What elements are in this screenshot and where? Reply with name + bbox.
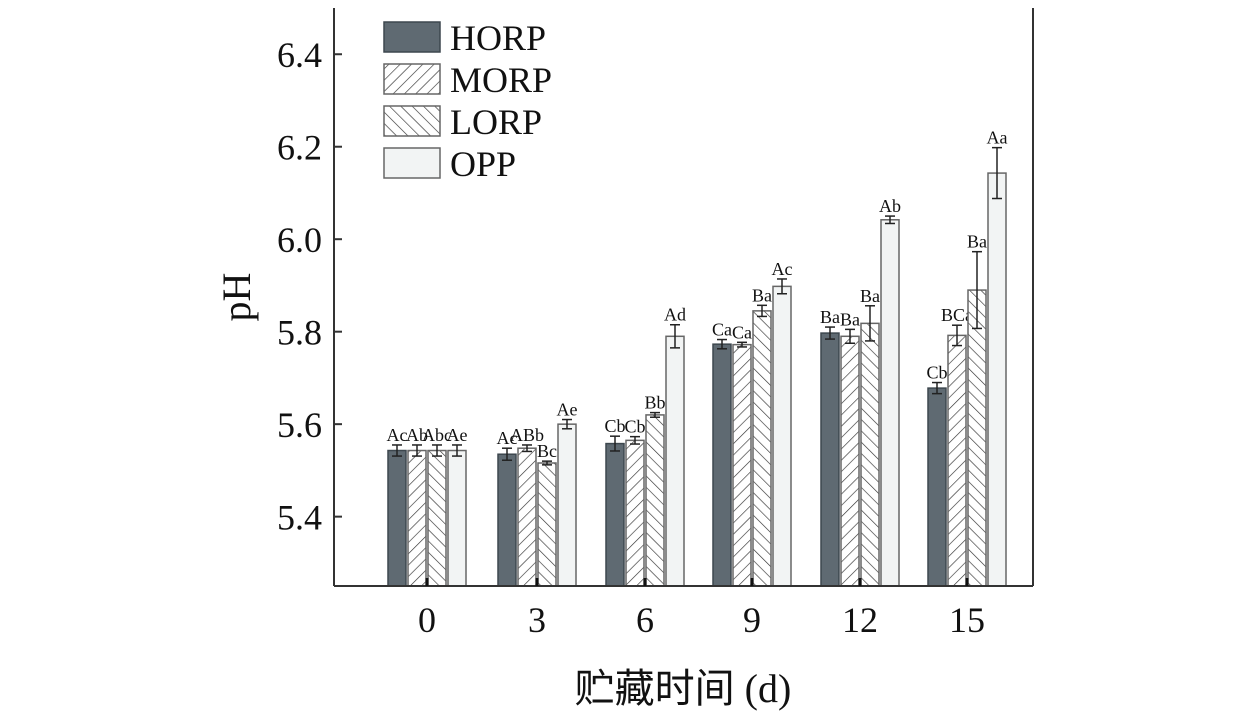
bar-morp [625, 439, 645, 587]
bar-lorp [427, 449, 447, 587]
significance-label: Ac [772, 259, 793, 279]
legend-label: LORP [450, 102, 542, 142]
bar-opp [447, 449, 467, 587]
bar-opp [557, 423, 577, 587]
significance-label: Bb [644, 393, 665, 413]
significance-label: Ba [840, 309, 860, 329]
bar-horp [605, 442, 625, 587]
y-tick-label: 6.2 [277, 128, 322, 168]
significance-label: Ab [879, 196, 901, 216]
x-tick-label: 15 [949, 600, 985, 640]
x-axis-label: 贮藏时间 (d) [575, 666, 792, 711]
significance-label: Cb [926, 363, 947, 383]
x-tick-label: 0 [418, 600, 436, 640]
significance-label: Ab [406, 425, 428, 445]
x-tick-label: 6 [636, 600, 654, 640]
y-tick-label: 6.0 [277, 220, 322, 260]
significance-label: Cb [624, 417, 645, 437]
significance-label: Ca [732, 322, 752, 342]
significance-label: Ae [447, 425, 468, 445]
significance-label: Ba [860, 286, 880, 306]
y-tick-label: 5.4 [277, 498, 322, 538]
significance-label: BCa [941, 305, 973, 325]
x-tick-label: 12 [842, 600, 878, 640]
bar-lorp [537, 462, 557, 587]
x-tick-label: 9 [743, 600, 761, 640]
legend-swatch-horp [383, 21, 441, 53]
x-tick-label: 3 [528, 600, 546, 640]
legend-label: HORP [450, 18, 546, 58]
bar-horp [387, 449, 407, 587]
bar-morp [732, 343, 752, 587]
significance-label: Ca [712, 320, 732, 340]
bar-opp [665, 335, 685, 587]
bar-horp [820, 332, 840, 587]
significance-label: Ac [387, 425, 408, 445]
bar-morp [517, 447, 537, 587]
significance-label: Ba [752, 285, 772, 305]
bar-horp [497, 453, 517, 587]
bar-lorp [860, 322, 880, 587]
legend-label: OPP [450, 144, 516, 184]
legend-swatch-lorp [383, 105, 441, 137]
bar-lorp [752, 310, 772, 587]
x-ticks: 0 3 6 9 12 15 [418, 578, 985, 640]
significance-label: Ac [497, 428, 518, 448]
significance-label: ABb [510, 425, 544, 445]
bar-morp [947, 334, 967, 587]
significance-label: Ba [820, 307, 840, 327]
significance-label: Cb [604, 416, 625, 436]
y-axis-label: pH [214, 273, 259, 322]
axes [333, 8, 1034, 587]
significance-label: Bc [537, 441, 557, 461]
bar-horp [927, 387, 947, 587]
y-tick-label: 5.8 [277, 313, 322, 353]
legend-swatch-morp [383, 63, 441, 95]
legend-label: MORP [450, 60, 552, 100]
y-ticks: 5.4 5.6 5.8 6.0 6.2 6.4 [277, 35, 342, 538]
bar-horp [712, 343, 732, 587]
y-tick-label: 5.6 [277, 405, 322, 445]
significance-label: Ad [664, 305, 686, 325]
significance-label: Ae [557, 400, 578, 420]
bar-lorp [967, 289, 987, 587]
y-tick-label: 6.4 [277, 35, 322, 75]
bar-lorp [645, 414, 665, 587]
bar-morp [407, 449, 427, 587]
bar-opp [772, 285, 792, 587]
bar-opp [880, 219, 900, 587]
significance-label: Ba [967, 232, 987, 252]
legend-swatch-opp [383, 147, 441, 179]
bar-morp [840, 335, 860, 587]
bar-opp [987, 172, 1007, 587]
significance-label: Aa [987, 128, 1008, 148]
significance-label: Abc [422, 425, 452, 445]
